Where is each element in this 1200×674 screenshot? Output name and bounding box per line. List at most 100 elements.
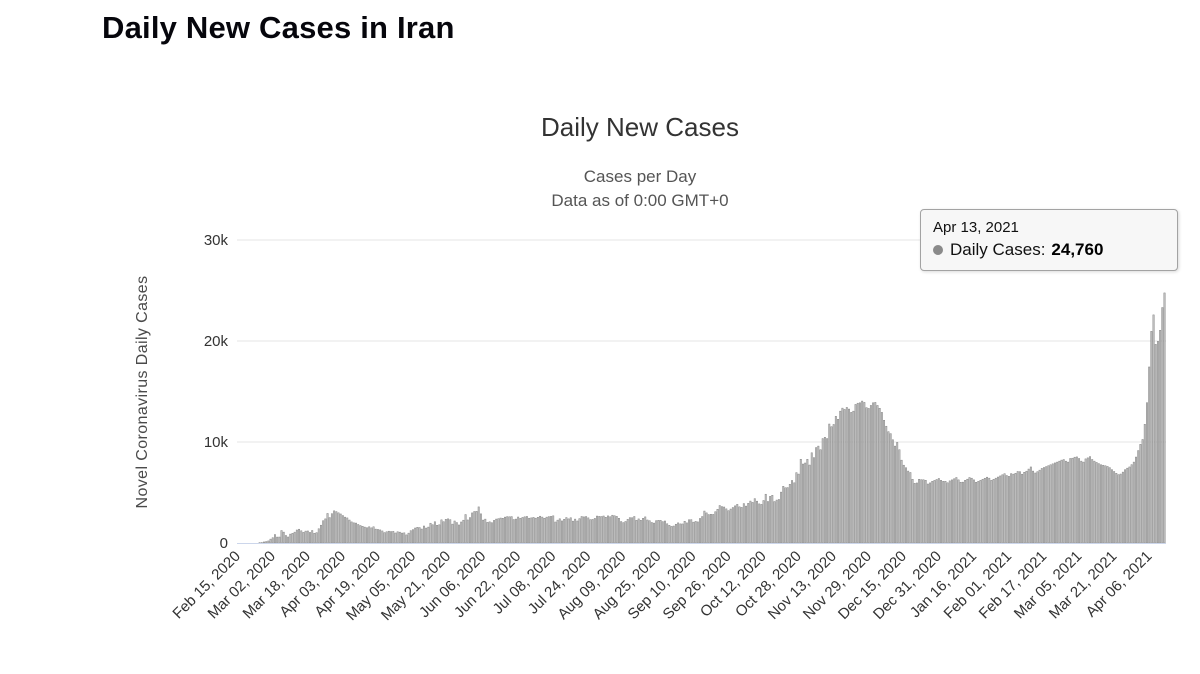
- bar[interactable]: [484, 518, 487, 544]
- bar[interactable]: [569, 517, 572, 544]
- bar[interactable]: [716, 509, 719, 544]
- bar[interactable]: [617, 518, 620, 544]
- bar[interactable]: [788, 484, 791, 544]
- bar[interactable]: [420, 528, 423, 544]
- bar[interactable]: [944, 481, 947, 544]
- bar[interactable]: [490, 522, 493, 544]
- bar[interactable]: [1159, 330, 1162, 544]
- bar[interactable]: [330, 513, 333, 544]
- bar[interactable]: [587, 517, 590, 544]
- bar[interactable]: [556, 519, 559, 544]
- bar[interactable]: [607, 515, 609, 544]
- bar[interactable]: [1051, 463, 1054, 544]
- bar[interactable]: [609, 516, 612, 544]
- bar[interactable]: [946, 482, 949, 544]
- bar[interactable]: [922, 479, 925, 544]
- bar[interactable]: [653, 522, 655, 544]
- bar[interactable]: [679, 523, 682, 544]
- bar[interactable]: [403, 532, 406, 544]
- bar[interactable]: [639, 520, 642, 544]
- bar[interactable]: [582, 516, 585, 544]
- bar[interactable]: [328, 517, 331, 544]
- bar[interactable]: [677, 522, 680, 544]
- bar[interactable]: [854, 404, 857, 544]
- bar[interactable]: [515, 518, 517, 544]
- bar[interactable]: [729, 508, 732, 544]
- bar[interactable]: [970, 477, 973, 544]
- bar[interactable]: [747, 503, 750, 544]
- bar[interactable]: [1154, 344, 1157, 544]
- bar[interactable]: [335, 511, 338, 544]
- bar[interactable]: [471, 512, 474, 544]
- bar[interactable]: [981, 479, 984, 544]
- bar[interactable]: [672, 525, 675, 544]
- bar[interactable]: [407, 532, 410, 544]
- bar[interactable]: [933, 480, 936, 544]
- bar[interactable]: [302, 532, 305, 544]
- bar[interactable]: [431, 524, 434, 544]
- bar[interactable]: [848, 408, 850, 544]
- bar[interactable]: [681, 523, 684, 544]
- bar[interactable]: [567, 518, 570, 544]
- bar[interactable]: [361, 526, 364, 544]
- bar[interactable]: [282, 531, 285, 544]
- bar[interactable]: [683, 521, 686, 544]
- bar[interactable]: [284, 535, 287, 544]
- bar[interactable]: [940, 480, 942, 544]
- bar[interactable]: [769, 496, 772, 544]
- bar[interactable]: [1060, 459, 1063, 544]
- bar[interactable]: [1143, 424, 1146, 544]
- bar[interactable]: [880, 412, 883, 544]
- bar[interactable]: [429, 522, 432, 544]
- bar[interactable]: [624, 521, 627, 544]
- bar[interactable]: [497, 518, 500, 544]
- bar[interactable]: [710, 514, 712, 544]
- bar[interactable]: [1139, 444, 1142, 544]
- bar[interactable]: [324, 518, 327, 544]
- bar[interactable]: [1029, 466, 1032, 544]
- bar[interactable]: [370, 527, 373, 544]
- bar[interactable]: [762, 500, 765, 544]
- bar[interactable]: [611, 514, 614, 544]
- bar[interactable]: [453, 520, 456, 544]
- bar[interactable]: [466, 519, 469, 544]
- bar[interactable]: [1021, 473, 1024, 544]
- bar[interactable]: [276, 536, 279, 544]
- bar[interactable]: [661, 521, 664, 544]
- bar[interactable]: [1148, 366, 1151, 544]
- bar[interactable]: [287, 536, 290, 544]
- bar[interactable]: [777, 499, 780, 544]
- bar[interactable]: [1137, 450, 1140, 544]
- bar[interactable]: [479, 513, 482, 544]
- bar[interactable]: [532, 517, 535, 544]
- bar[interactable]: [990, 480, 993, 544]
- bar[interactable]: [826, 438, 829, 544]
- bar[interactable]: [473, 511, 476, 544]
- bar[interactable]: [274, 534, 276, 544]
- bar[interactable]: [462, 519, 465, 544]
- bar[interactable]: [271, 537, 274, 544]
- bar[interactable]: [1119, 473, 1122, 544]
- bar[interactable]: [905, 467, 907, 544]
- bar[interactable]: [521, 517, 524, 544]
- bar[interactable]: [953, 478, 956, 544]
- bar[interactable]: [363, 526, 366, 544]
- bar[interactable]: [1121, 471, 1124, 544]
- bar[interactable]: [793, 482, 796, 544]
- bar[interactable]: [1064, 460, 1067, 544]
- bar[interactable]: [350, 521, 353, 544]
- bar[interactable]: [975, 481, 978, 544]
- bar[interactable]: [440, 519, 443, 544]
- bar[interactable]: [999, 475, 1002, 544]
- bar[interactable]: [291, 533, 294, 544]
- bar[interactable]: [409, 530, 412, 544]
- bar[interactable]: [425, 527, 428, 544]
- bar[interactable]: [1014, 472, 1017, 544]
- bar[interactable]: [1034, 472, 1037, 544]
- bar[interactable]: [589, 519, 592, 544]
- bar[interactable]: [451, 523, 454, 544]
- bar[interactable]: [628, 517, 631, 544]
- bar[interactable]: [313, 532, 316, 544]
- bar[interactable]: [648, 520, 651, 544]
- bar[interactable]: [265, 541, 268, 544]
